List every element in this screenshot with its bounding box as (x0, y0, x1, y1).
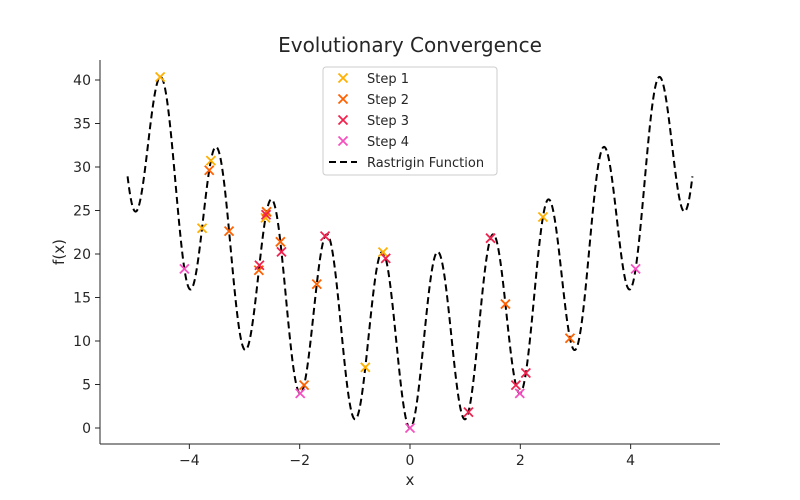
y-tick-label: 15 (73, 290, 91, 306)
marker-step-3 (276, 246, 287, 257)
marker-step-3 (485, 233, 496, 244)
legend-item-step-1: Step 1 (337, 72, 409, 87)
marker-step-1 (205, 155, 217, 166)
marker-step-3 (520, 367, 531, 379)
marker-step-4 (179, 263, 190, 275)
legend-label: Step 2 (367, 93, 409, 108)
marker-step-3 (510, 380, 522, 391)
marker-step-2 (298, 380, 310, 391)
marker-step-2 (500, 298, 511, 310)
marker-step-4 (514, 388, 525, 399)
marker-step-2 (204, 165, 215, 176)
x-tick-label: 2 (516, 453, 525, 469)
marker-step-2 (223, 225, 235, 237)
marker-step-1 (537, 211, 549, 223)
marker-step-3 (463, 406, 474, 418)
legend-item-curve: Rastrigin Function (329, 156, 484, 171)
y-tick-label: 35 (73, 117, 91, 133)
marker-step-4 (295, 388, 306, 399)
x-tick-label: 4 (626, 453, 635, 469)
legend-item-step-4: Step 4 (337, 135, 409, 150)
y-ticks: 0 5 10 15 20 25 30 35 40 (73, 73, 100, 437)
legend-label: Rastrigin Function (367, 156, 484, 171)
marker-step-4 (404, 422, 416, 434)
legend-label: Step 1 (367, 72, 409, 87)
marker-step-3 (254, 260, 265, 271)
legend-label: Step 3 (367, 114, 409, 129)
x-tick-label: −4 (179, 453, 200, 469)
marker-step-4 (630, 263, 641, 275)
marker-step-2 (311, 278, 322, 290)
y-tick-label: 25 (73, 204, 91, 220)
y-tick-label: 0 (82, 421, 91, 437)
marker-step-1 (377, 246, 389, 258)
y-axis-label: f(x) (50, 239, 68, 265)
x-axis-label: x (406, 471, 415, 489)
marker-step-2 (275, 236, 286, 247)
chart-title: Evolutionary Convergence (278, 33, 542, 57)
marker-step-1 (196, 223, 208, 234)
legend-item-step-2: Step 2 (337, 93, 409, 108)
y-tick-label: 20 (73, 247, 91, 263)
plot-area (126, 71, 694, 434)
marker-step-1 (154, 71, 166, 83)
marker-step-3 (260, 209, 272, 220)
marker-step-1 (360, 362, 371, 373)
marker-step-3 (380, 253, 391, 264)
x-tick-label: 0 (406, 453, 415, 469)
y-tick-label: 40 (73, 73, 91, 89)
marker-step-2 (564, 333, 576, 344)
marker-step-2 (261, 206, 272, 217)
y-tick-label: 5 (82, 377, 91, 393)
y-tick-label: 30 (73, 160, 91, 176)
legend-label: Step 4 (367, 135, 409, 150)
legend-item-step-3: Step 3 (337, 114, 409, 129)
y-tick-label: 10 (73, 334, 91, 350)
marker-step-3 (319, 230, 331, 242)
legend: Step 1 Step 2 Step 3 Step 4 Rastrigin Functi… (322, 66, 498, 176)
x-tick-label: −2 (289, 453, 310, 469)
x-ticks: −4 −2 0 2 4 (179, 444, 635, 469)
